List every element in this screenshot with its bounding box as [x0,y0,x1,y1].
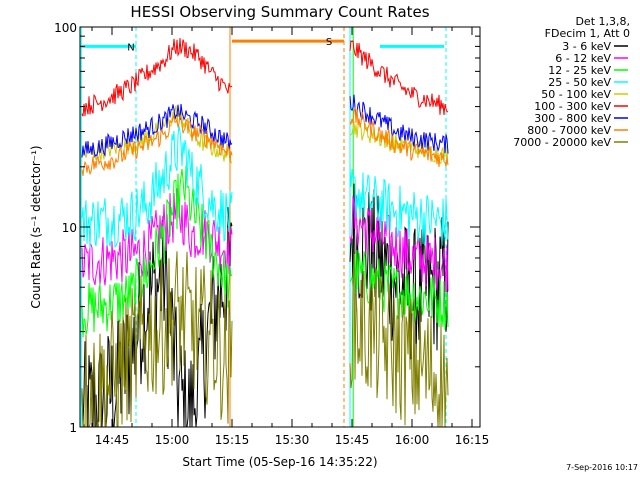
legend-label-6: 300 - 800 keV [534,112,611,125]
legend-label-1: 6 - 12 keV [555,52,611,65]
x-tick-label-3: 15:30 [275,433,310,447]
series-3 [81,125,449,249]
legend-label-4: 50 - 100 keV [541,88,611,101]
x-tick-label-5: 16:00 [395,433,430,447]
y-tick-label-0: 1 [69,421,77,435]
legend-label-0: 3 - 6 keV [562,40,611,53]
flag-label-N: N [127,42,134,53]
series-6 [81,94,449,158]
x-tick-label-0: 14:45 [95,433,130,447]
legend-label-2: 12 - 25 keV [548,64,611,77]
series-line-8 [81,251,449,428]
x-tick-label-2: 15:15 [215,433,250,447]
axis-layer: 14:45 15:00 15:15 15:30 15:45 16:00 16:15 1 10 10… [54,21,489,447]
x-tick-label-4: 15:45 [335,433,370,447]
series-line-0 [81,183,449,428]
flag-label-S: S [326,37,332,48]
legend-label-5: 100 - 300 keV [534,100,611,113]
series-5 [81,37,449,117]
series-line-3 [81,125,449,249]
series-line-5 [81,37,449,117]
x-tick-label-6: 16:15 [455,433,490,447]
y-axis-label: Count Rate (s⁻¹ detector⁻¹) [29,145,43,308]
series-7 [81,107,449,177]
legend-header-0: Det 1,3,8, [575,15,630,28]
series-line-7 [81,107,449,177]
series-0 [81,183,449,428]
legend-label-7: 800 - 7000 keV [527,124,611,137]
legend-header-1: FDecim 1, Att 0 [545,27,630,40]
legend-label-8: 7000 - 20000 keV [513,136,611,149]
series-8 [81,251,449,428]
y-tick-label-2: 100 [54,21,77,35]
legend-label-3: 25 - 50 keV [548,76,611,89]
series-line-6 [81,94,449,158]
y-tick-label-1: 10 [62,221,77,235]
x-axis-label: Start Time (05-Sep-16 14:35:22) [182,455,377,469]
x-tick-label-1: 15:00 [155,433,190,447]
chart-title: HESSI Observing Summary Count Rates [130,3,429,21]
generated-timestamp: 7-Sep-2016 10:17 [566,463,638,472]
